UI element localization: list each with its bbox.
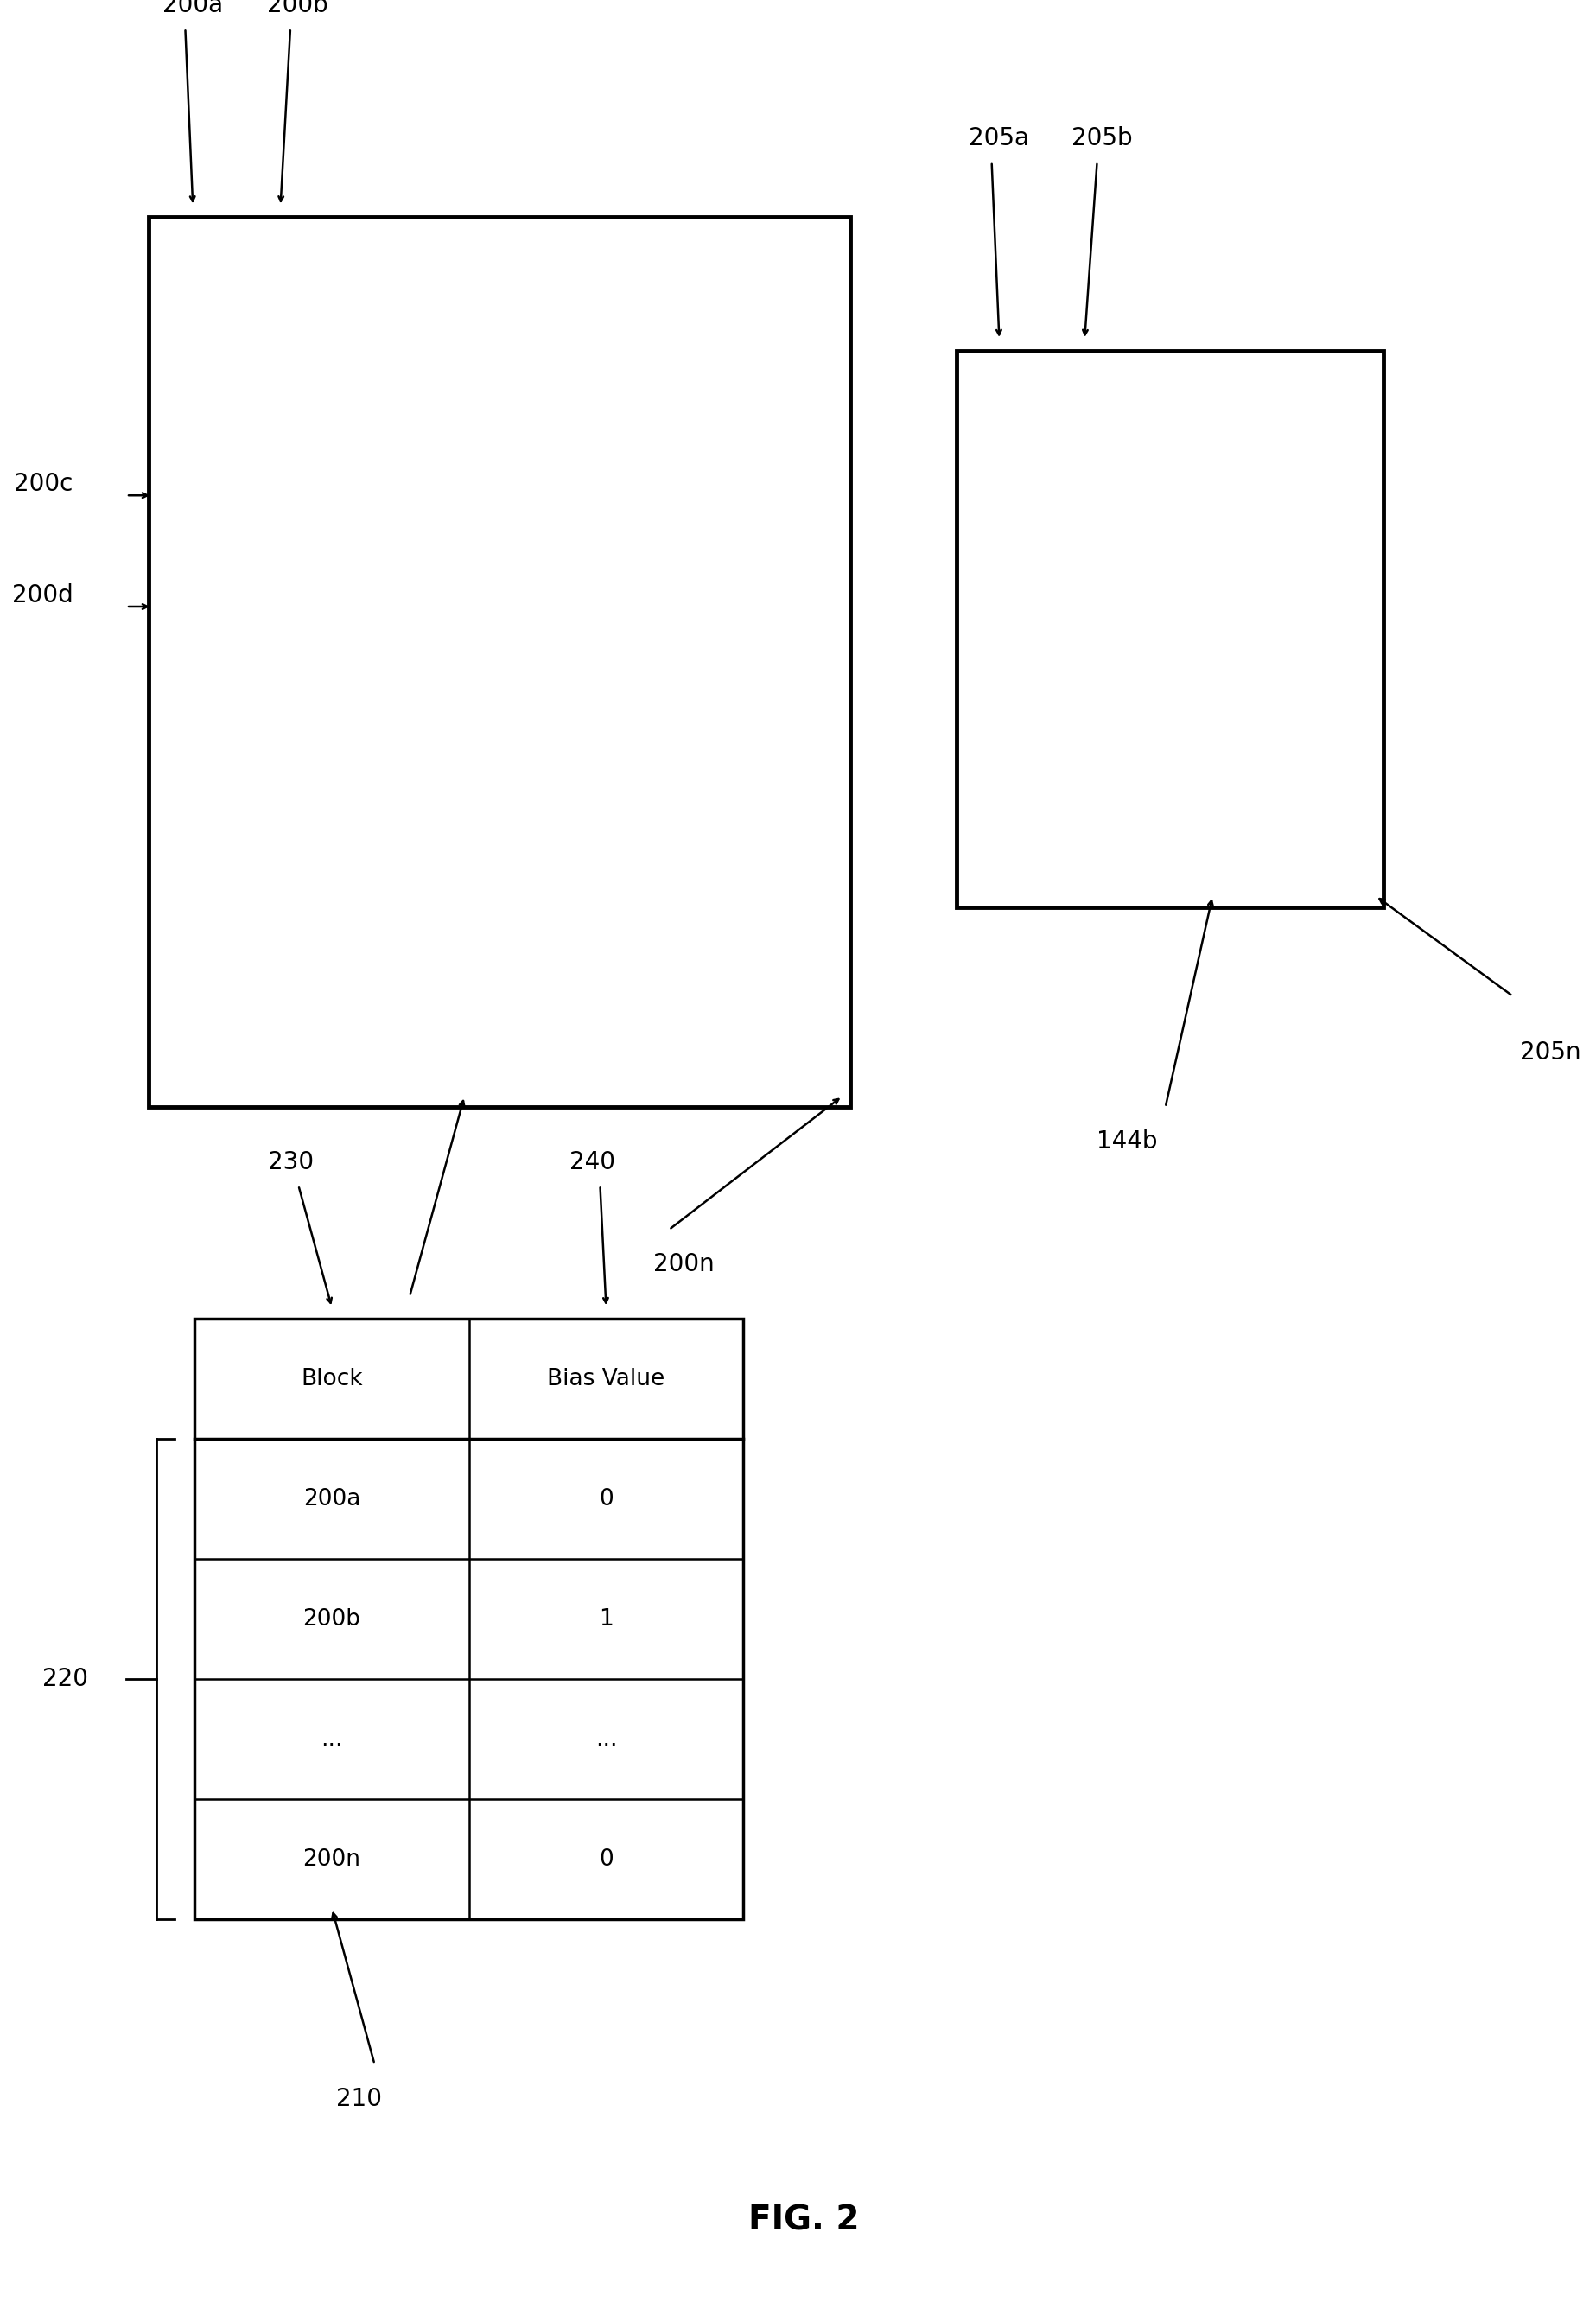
Text: 200n: 200n xyxy=(303,1847,361,1871)
Text: 200a: 200a xyxy=(303,1489,361,1509)
Text: Block: Block xyxy=(302,1368,362,1389)
Text: FIG. 2: FIG. 2 xyxy=(749,2204,860,2236)
Text: Bias Value: Bias Value xyxy=(547,1368,666,1389)
Text: 220: 220 xyxy=(43,1667,88,1692)
Text: 200b: 200b xyxy=(268,0,329,16)
Text: 144a: 144a xyxy=(364,1320,425,1343)
Text: 210: 210 xyxy=(337,2086,381,2111)
Text: 200d: 200d xyxy=(11,583,73,607)
Text: 240: 240 xyxy=(570,1151,616,1174)
Text: 0: 0 xyxy=(598,1489,613,1509)
Bar xyxy=(148,218,851,1107)
Text: 200b: 200b xyxy=(303,1609,361,1630)
Text: 205a: 205a xyxy=(969,127,1029,150)
Text: 230: 230 xyxy=(268,1151,314,1174)
Text: 144b: 144b xyxy=(1096,1130,1157,1153)
Bar xyxy=(195,1320,744,1919)
Text: 1: 1 xyxy=(598,1609,613,1630)
Text: ...: ... xyxy=(595,1727,618,1750)
Text: 205b: 205b xyxy=(1071,127,1132,150)
Bar xyxy=(956,350,1384,907)
Text: ...: ... xyxy=(321,1727,343,1750)
Text: 200a: 200a xyxy=(163,0,223,16)
Text: 200c: 200c xyxy=(14,472,73,495)
Text: 200n: 200n xyxy=(654,1252,715,1276)
Text: 205n: 205n xyxy=(1521,1039,1582,1065)
Text: 0: 0 xyxy=(598,1847,613,1871)
